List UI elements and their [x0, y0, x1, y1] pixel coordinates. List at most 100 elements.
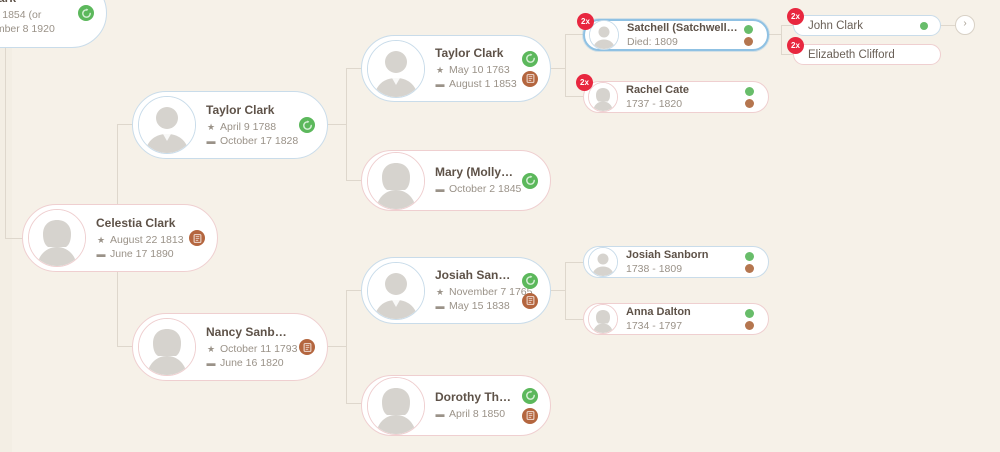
sync-icon[interactable]	[522, 387, 538, 404]
person-info: Elizabeth Clifford	[794, 48, 940, 62]
person-death-date: ember 8 1920	[0, 22, 55, 35]
record-icon[interactable]	[522, 70, 538, 87]
person-card-elizabeth-clifford[interactable]: 2x Elizabeth Clifford	[787, 37, 941, 65]
person-birth: ★ April 9 1788	[206, 120, 293, 134]
person-birth-date: August 22 1813	[110, 233, 184, 246]
canvas-left-gutter	[0, 0, 12, 452]
person-death: ▬ June 16 1820	[206, 356, 293, 370]
person-card-rachel-cate[interactable]: 2x Rachel Cate 1737 - 1820	[576, 74, 769, 113]
avatar	[367, 261, 425, 320]
record-icon[interactable]	[299, 339, 315, 355]
person-dates: 1734 - 1797	[626, 320, 683, 332]
avatar	[138, 96, 196, 154]
death-icon: ▬	[435, 184, 445, 194]
person-card-taylor-clark-1788[interactable]: Taylor Clark ★ April 9 1788 ▬ October 17…	[132, 91, 328, 159]
person-card-celestia-clark[interactable]: Celestia Clark ★ August 22 1813 ▬ June 1…	[22, 204, 218, 272]
person-name: Satchell (Satchwell) Clark	[627, 22, 738, 34]
connector-taylor1763-out	[551, 68, 565, 69]
person-name: Elizabeth Clifford	[808, 48, 895, 61]
person-name: Anna Dalton	[626, 306, 691, 318]
avatar	[28, 209, 86, 267]
person-info: Dorothy Thompson ▬ April 8 1850	[425, 390, 522, 421]
person-death-date: June 17 1890	[110, 247, 174, 260]
death-icon: ▬	[435, 409, 445, 419]
person-death-date: June 16 1820	[220, 356, 284, 369]
person-card-josiah-sanborn-1738[interactable]: Josiah Sanborn 1738 - 1809	[583, 246, 769, 278]
person-info: Anna Dalton 1734 - 1797	[618, 305, 745, 333]
connector-to-josiah-1738	[565, 262, 583, 263]
person-card-taylor-clark-1763[interactable]: Taylor Clark ★ May 10 1763 ▬ August 1 18…	[361, 35, 551, 102]
person-birth: ★ ar 1854 (or	[0, 8, 72, 22]
hint-2x-badge[interactable]: 2x	[787, 8, 804, 25]
person-name: Celestia Clark	[96, 215, 176, 230]
connector-taylor1763-parents-vertical	[565, 34, 566, 96]
person-death-date: April 8 1850	[449, 408, 506, 420]
person-death: ▬ August 1 1853	[435, 77, 517, 91]
person-info: Josiah Sanborn 1738 - 1809	[618, 248, 745, 276]
person-name: Rachel Cate	[626, 84, 689, 96]
status-dot-brown[interactable]	[745, 98, 754, 108]
status-dot-green[interactable]	[920, 21, 928, 30]
person-badges	[522, 50, 538, 87]
person-badges	[744, 24, 753, 46]
status-dot-green[interactable]	[745, 251, 754, 261]
person-birth: ★ November 7 1765	[435, 285, 533, 299]
connector-to-elizabeth-clifford	[781, 54, 793, 55]
record-icon[interactable]	[522, 292, 538, 309]
connector-to-anna-dalton	[565, 319, 583, 320]
connector-john-clark-expand	[941, 25, 955, 26]
person-name: Nancy Sanborn	[206, 324, 293, 339]
birth-icon: ★	[435, 65, 445, 75]
avatar	[367, 39, 425, 98]
person-info: Taylor Clark ★ April 9 1788 ▬ October 17…	[196, 103, 299, 148]
person-card-root-partial[interactable]: y Clark ★ ar 1854 (or ▬ ember 8 1920	[0, 0, 107, 48]
person-badges	[78, 5, 94, 21]
connector-to-john-clark	[781, 25, 793, 26]
status-dot-brown[interactable]	[745, 263, 754, 273]
record-icon[interactable]	[189, 230, 205, 246]
hint-2x-badge[interactable]: 2x	[576, 74, 593, 91]
connector-nancy-out	[328, 346, 346, 347]
connector-to-dorothy	[346, 403, 366, 404]
avatar	[588, 304, 618, 334]
sync-icon[interactable]	[522, 50, 538, 67]
status-dot-green[interactable]	[745, 86, 754, 96]
status-dot-brown[interactable]	[745, 320, 754, 330]
death-icon: ▬	[435, 301, 445, 311]
person-name: Josiah Sanborn	[626, 249, 709, 261]
person-badges	[920, 21, 928, 30]
person-death: ▬ October 17 1828	[206, 134, 299, 148]
hint-2x-badge[interactable]: 2x	[577, 13, 594, 30]
person-card-nancy-sanborn[interactable]: Nancy Sanborn ★ October 11 1793 ▬ June 1…	[132, 313, 328, 381]
connector-root-to-celestia	[5, 238, 23, 239]
birth-icon: ★	[96, 234, 106, 245]
status-dot-brown[interactable]	[744, 36, 753, 46]
person-card-josiah-sanborn-1765[interactable]: Josiah Sanborn ★ November 7 1765 ▬ May 1…	[361, 257, 551, 324]
expand-john-clark-button[interactable]: ›	[955, 15, 975, 35]
sync-icon[interactable]	[299, 117, 315, 133]
status-dot-green[interactable]	[745, 308, 754, 318]
connector-satchell-parents-vertical	[781, 25, 782, 54]
person-card-john-clark[interactable]: 2x John Clark	[787, 8, 941, 36]
person-name: Josiah Sanborn	[435, 268, 516, 282]
person-info: John Clark	[794, 19, 920, 33]
birth-icon: ★	[206, 343, 216, 354]
sync-icon[interactable]	[78, 5, 94, 21]
record-icon[interactable]	[522, 407, 538, 424]
person-card-anna-dalton[interactable]: Anna Dalton 1734 - 1797	[583, 303, 769, 335]
person-badges	[522, 387, 538, 424]
person-card-dorothy-thompson[interactable]: Dorothy Thompson ▬ April 8 1850	[361, 375, 551, 436]
status-dot-green[interactable]	[744, 24, 753, 34]
sync-icon[interactable]	[522, 272, 538, 289]
hint-2x-badge[interactable]: 2x	[787, 37, 804, 54]
person-badges	[745, 86, 754, 108]
person-card-mary-molly-haynes[interactable]: Mary (Molly) Haynes ▬ October 2 1845	[361, 150, 551, 211]
avatar	[588, 247, 618, 277]
person-dates: 1738 - 1809	[626, 263, 683, 275]
person-card-satchell-clark[interactable]: 2x Satchell (Satchwell) Clark Died: 1809	[577, 13, 769, 51]
sync-icon[interactable]	[522, 172, 538, 189]
birth-icon: ★	[435, 287, 445, 297]
death-icon: ▬	[206, 357, 216, 368]
person-info: Rachel Cate 1737 - 1820	[618, 83, 745, 111]
